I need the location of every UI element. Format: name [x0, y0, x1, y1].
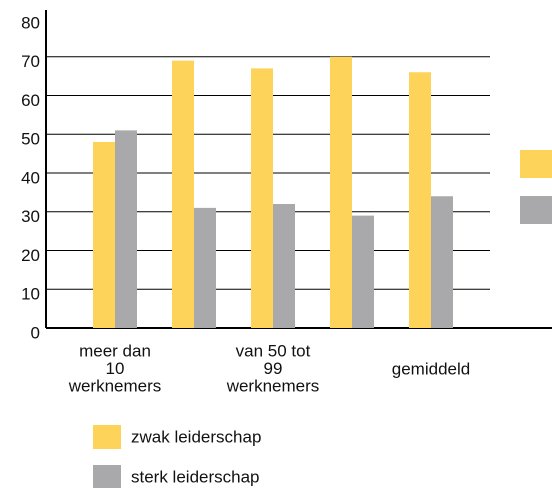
y-tick-label: 40 — [21, 168, 40, 187]
bar — [330, 56, 352, 328]
bar — [172, 60, 194, 328]
bar — [273, 204, 295, 328]
bar — [194, 207, 216, 328]
y-tick-label: 50 — [21, 130, 40, 149]
y-tick-label: 70 — [21, 52, 40, 71]
bar — [431, 196, 453, 328]
x-tick-label: van 50 tot 99 werknemers — [226, 342, 320, 396]
legend-label: zwak leiderschap — [131, 427, 261, 446]
y-tick-label: 60 — [21, 91, 40, 110]
bar — [251, 68, 273, 328]
x-tick-label: gemiddeld — [392, 359, 470, 378]
legend-label: sterk leiderschap — [131, 467, 260, 486]
y-tick-label: 80 — [21, 13, 40, 32]
bar — [93, 142, 115, 328]
legend-swatch — [520, 196, 552, 224]
x-tick-label: meer dan 10 werknemers — [68, 342, 162, 396]
y-tick-label: 10 — [21, 285, 40, 304]
y-tick-label: 0 — [31, 323, 40, 342]
bar — [115, 130, 137, 328]
bar — [409, 72, 431, 328]
bar — [352, 215, 374, 328]
y-tick-label: 30 — [21, 207, 40, 226]
legend-swatch — [520, 150, 552, 178]
legend-swatch — [93, 465, 121, 488]
legend-swatch — [93, 425, 121, 449]
y-tick-label: 20 — [21, 246, 40, 265]
